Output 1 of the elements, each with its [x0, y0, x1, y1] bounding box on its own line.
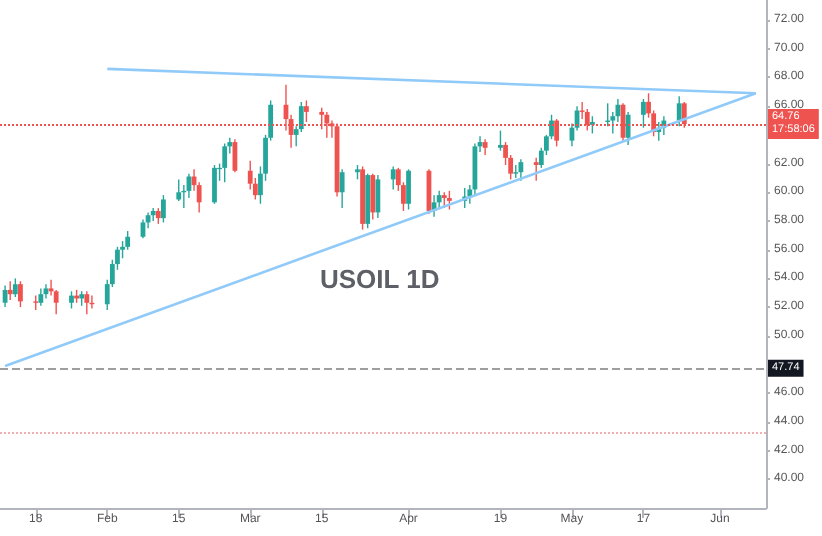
- annotation: USOIL 1D: [320, 264, 440, 294]
